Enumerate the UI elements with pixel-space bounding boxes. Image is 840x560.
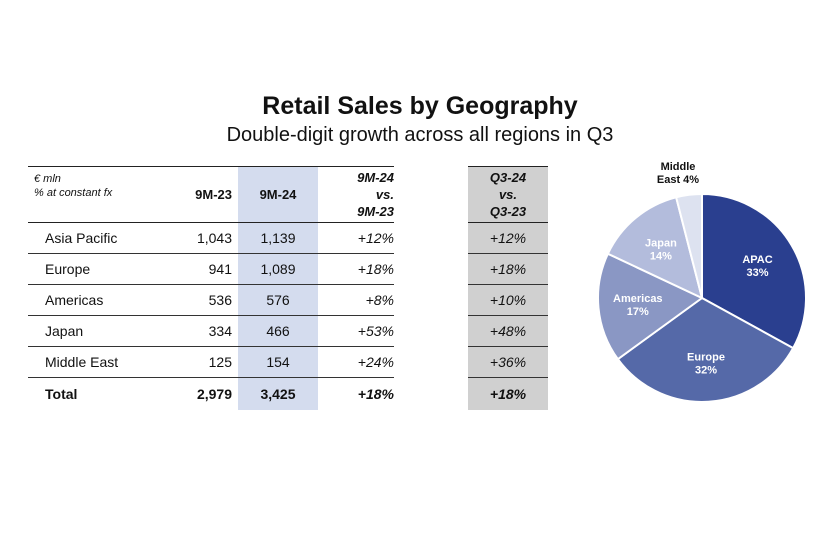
q3-row: +48% [468, 316, 548, 347]
value-9m23: 536 [208, 292, 232, 308]
growth-9m: +8% [365, 292, 394, 308]
q3-row: +36% [468, 347, 548, 378]
value-9m24: 1,139 [260, 230, 296, 246]
value-9m24: 154 [266, 354, 290, 370]
header-growth-line: vs. [375, 187, 394, 202]
pie-label-japan: Japan 14% [645, 237, 677, 262]
q3-row: +12% [468, 223, 548, 254]
growth-9m: +53% [357, 323, 394, 339]
growth-q3: +18% [489, 261, 527, 277]
pie-label-europe: Europe 32% [687, 351, 725, 376]
growth-9m: +18% [357, 261, 394, 277]
table-row: Asia Pacific 1,043 1,139 +12% [28, 223, 394, 254]
value-9m24: 466 [266, 323, 290, 339]
pie-label-middle-east: Middle East 4% [657, 161, 699, 186]
growth-q3: +48% [489, 323, 527, 339]
header-growth-line: 9M-23 [357, 204, 394, 219]
q3-total-row: +18% [468, 378, 548, 409]
highlight-q3-column [468, 166, 548, 410]
growth-9m: +12% [357, 230, 394, 246]
region-name: Americas [45, 292, 104, 308]
regional-share-pie-chart: APAC 33% Europe 32% Americas 17% Japan 14% Middl… [597, 161, 807, 403]
value-9m23: 1,043 [196, 230, 232, 246]
pie-slice-europe [616, 296, 795, 403]
unit-note: € mln % at constant fx [34, 172, 112, 200]
header-9m23: 9M-23 [195, 187, 232, 202]
q3-row: +10% [468, 285, 548, 316]
header-q3: Q3-24 vs. Q3-23 [468, 169, 548, 220]
highlight-9m24-column [238, 166, 318, 410]
value-9m24: 576 [266, 292, 290, 308]
table-header: € mln % at constant fx 9M-23 9M-24 9M-24… [28, 166, 394, 223]
q3-header: Q3-24 vs. Q3-23 [468, 166, 548, 223]
region-name: Middle East [45, 354, 119, 370]
header-growth-line: 9M-24 [357, 170, 394, 185]
header-growth: 9M-24 vs. 9M-23 [328, 169, 394, 220]
pie-slice-apac [701, 192, 807, 350]
value-9m24: 3,425 [260, 385, 296, 402]
unit-line-1: € mln [34, 173, 61, 185]
pie-label-americas: Americas 17% [613, 293, 663, 318]
pie-label-apac: APAC 33% [742, 254, 772, 279]
region-name: Total [45, 385, 78, 402]
growth-q3: +12% [489, 230, 527, 246]
region-name: Japan [45, 323, 84, 339]
table-row: Middle East 125 154 +24% [28, 347, 394, 378]
growth-q3: +18% [489, 385, 527, 402]
growth-9m: +18% [357, 385, 394, 402]
page-title: Retail Sales by Geography [262, 92, 578, 120]
growth-q3: +10% [489, 292, 527, 308]
pie-slice-americas [597, 252, 704, 361]
total-row: Total 2,979 3,425 +18% [28, 378, 394, 409]
value-9m23: 125 [208, 354, 232, 370]
region-name: Asia Pacific [45, 230, 118, 246]
page-subtitle: Double-digit growth across all regions i… [226, 124, 614, 146]
pie-slice-japan [606, 196, 704, 300]
table-row: Americas 536 576 +8% [28, 285, 394, 316]
pie-slice-middle-east [674, 192, 703, 299]
header-q3-line: Q3-24 [489, 170, 527, 185]
q3-row: +18% [468, 254, 548, 285]
header-9m24: 9M-24 [259, 187, 297, 202]
value-9m23: 2,979 [196, 385, 232, 402]
value-9m23: 941 [208, 261, 232, 277]
sales-table: € mln % at constant fx 9M-23 9M-24 9M-24… [28, 166, 394, 409]
q3-growth-table: Q3-24 vs. Q3-23 +12% +18% +10% +48% +36% +18% [468, 166, 548, 409]
growth-q3: +36% [489, 354, 527, 370]
header-q3-line: Q3-23 [489, 204, 527, 219]
region-name: Europe [45, 261, 91, 277]
table-row: Europe 941 1,089 +18% [28, 254, 394, 285]
growth-9m: +24% [357, 354, 394, 370]
unit-line-2: % at constant fx [34, 187, 113, 199]
table-row: Japan 334 466 +53% [28, 316, 394, 347]
header-q3-line: vs. [498, 187, 518, 202]
value-9m24: 1,089 [260, 261, 296, 277]
value-9m23: 334 [208, 323, 232, 339]
